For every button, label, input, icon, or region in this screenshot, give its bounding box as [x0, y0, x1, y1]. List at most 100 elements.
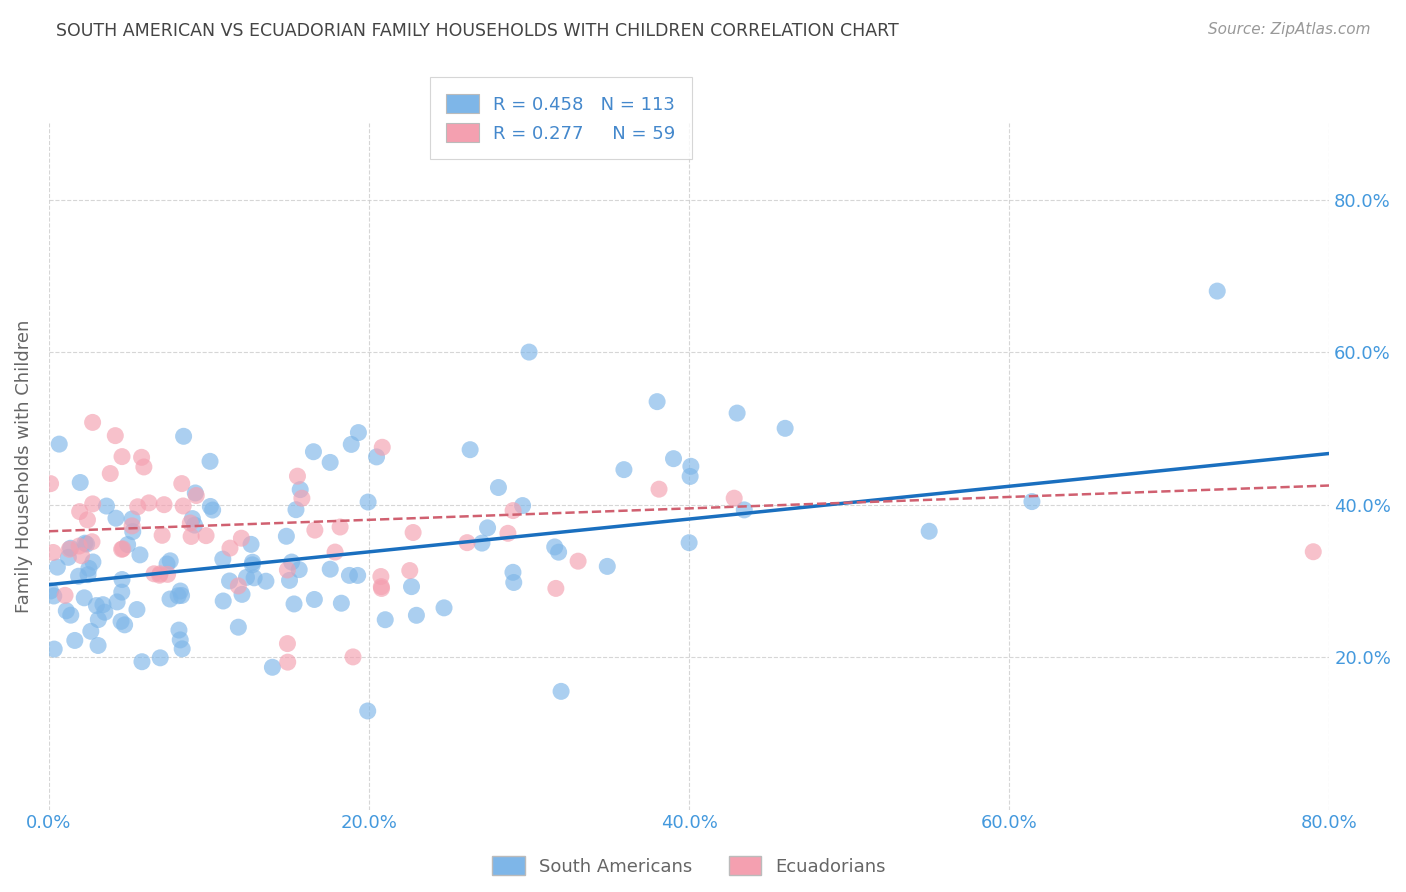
- Point: [240, 558, 263, 572]
- Point: [159, 592, 181, 607]
- Y-axis label: Family Households with Children: Family Households with Children: [15, 319, 32, 613]
- Point: [73, 536, 96, 550]
- Point: [149, 566, 172, 581]
- Point: [173, 429, 195, 443]
- Point: [76, 537, 98, 551]
- Point: [156, 567, 179, 582]
- Point: [374, 613, 396, 627]
- Point: [319, 455, 342, 469]
- Point: [129, 548, 152, 562]
- Point: [127, 500, 149, 514]
- Point: [679, 459, 702, 474]
- Point: [94, 605, 117, 619]
- Point: [918, 524, 941, 539]
- Legend: South Americans, Ecuadorians: South Americans, Ecuadorians: [485, 848, 893, 883]
- Point: [228, 579, 250, 593]
- Point: [55, 604, 77, 618]
- Point: [39, 584, 62, 599]
- Point: [63, 633, 86, 648]
- Point: [67, 569, 90, 583]
- Point: [111, 450, 134, 464]
- Point: [96, 499, 118, 513]
- Point: [330, 596, 353, 610]
- Point: [370, 582, 392, 596]
- Point: [402, 525, 425, 540]
- Point: [723, 491, 745, 506]
- Point: [228, 620, 250, 634]
- Point: [58, 550, 80, 565]
- Point: [243, 571, 266, 585]
- Point: [73, 591, 96, 605]
- Point: [39, 476, 62, 491]
- Point: [76, 513, 98, 527]
- Point: [405, 608, 427, 623]
- Point: [53, 588, 76, 602]
- Point: [288, 563, 311, 577]
- Point: [544, 582, 567, 596]
- Point: [357, 495, 380, 509]
- Point: [517, 345, 540, 359]
- Point: [339, 568, 361, 582]
- Point: [278, 574, 301, 588]
- Point: [547, 545, 569, 559]
- Point: [242, 555, 264, 569]
- Point: [1302, 545, 1324, 559]
- Point: [167, 623, 190, 637]
- Point: [290, 483, 312, 497]
- Point: [149, 650, 172, 665]
- Point: [211, 552, 233, 566]
- Point: [283, 597, 305, 611]
- Point: [98, 467, 121, 481]
- Point: [82, 497, 104, 511]
- Point: [287, 469, 309, 483]
- Point: [87, 613, 110, 627]
- Point: [502, 575, 524, 590]
- Point: [544, 540, 567, 554]
- Point: [148, 568, 170, 582]
- Point: [198, 454, 221, 468]
- Point: [77, 561, 100, 575]
- Point: [304, 592, 326, 607]
- Point: [111, 585, 134, 599]
- Point: [48, 437, 70, 451]
- Point: [370, 569, 392, 583]
- Point: [114, 617, 136, 632]
- Point: [340, 437, 363, 451]
- Point: [725, 406, 748, 420]
- Point: [276, 637, 298, 651]
- Point: [111, 573, 134, 587]
- Point: [59, 541, 82, 556]
- Point: [648, 482, 671, 496]
- Point: [131, 450, 153, 465]
- Point: [150, 528, 173, 542]
- Point: [371, 440, 394, 454]
- Point: [262, 660, 284, 674]
- Point: [302, 444, 325, 458]
- Point: [169, 632, 191, 647]
- Point: [180, 529, 202, 543]
- Point: [512, 499, 534, 513]
- Point: [433, 600, 456, 615]
- Point: [44, 642, 66, 657]
- Point: [179, 516, 201, 530]
- Point: [195, 529, 218, 543]
- Point: [678, 535, 700, 549]
- Point: [67, 539, 90, 553]
- Text: Source: ZipAtlas.com: Source: ZipAtlas.com: [1208, 22, 1371, 37]
- Point: [235, 570, 257, 584]
- Point: [70, 549, 93, 563]
- Point: [117, 538, 139, 552]
- Point: [219, 541, 242, 555]
- Point: [105, 595, 128, 609]
- Point: [121, 524, 143, 539]
- Point: [69, 505, 91, 519]
- Point: [132, 459, 155, 474]
- Point: [645, 394, 668, 409]
- Point: [329, 520, 352, 534]
- Point: [231, 587, 253, 601]
- Point: [679, 469, 702, 483]
- Point: [170, 476, 193, 491]
- Point: [169, 584, 191, 599]
- Point: [82, 416, 104, 430]
- Point: [319, 562, 342, 576]
